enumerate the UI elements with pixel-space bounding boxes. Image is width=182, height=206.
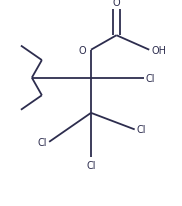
Text: O: O (79, 46, 86, 55)
Text: Cl: Cl (38, 137, 47, 147)
Text: Cl: Cl (146, 73, 155, 83)
Text: OH: OH (151, 46, 166, 55)
Text: Cl: Cl (136, 125, 146, 135)
Text: Cl: Cl (86, 161, 96, 171)
Text: O: O (113, 0, 120, 8)
